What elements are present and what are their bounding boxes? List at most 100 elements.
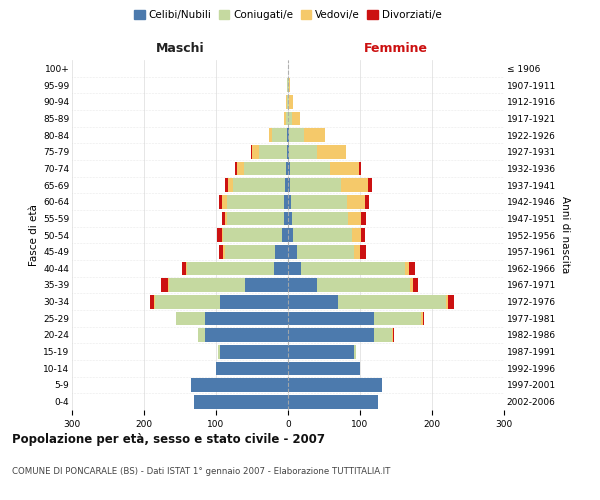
Bar — [272, 128, 287, 142]
Y-axis label: Anni di nascita: Anni di nascita — [560, 196, 570, 274]
Bar — [361, 212, 367, 225]
Bar — [288, 378, 382, 392]
Bar — [365, 195, 370, 208]
Bar — [374, 328, 392, 342]
Bar — [168, 278, 169, 292]
Bar — [410, 278, 413, 292]
Bar — [317, 145, 346, 158]
Bar — [406, 262, 409, 275]
Bar — [282, 228, 288, 242]
Bar — [288, 278, 317, 292]
Bar — [330, 162, 359, 175]
Bar — [288, 128, 289, 142]
Bar — [354, 245, 360, 258]
Legend: Celibi/Nubili, Coniugati/e, Vedovi/e, Divorziati/e: Celibi/Nubili, Coniugati/e, Vedovi/e, Di… — [132, 8, 444, 22]
Bar — [413, 278, 418, 292]
Bar — [244, 162, 286, 175]
Text: Popolazione per età, sesso e stato civile - 2007: Popolazione per età, sesso e stato civil… — [12, 432, 325, 446]
Bar — [288, 312, 374, 325]
Bar — [284, 112, 286, 125]
Bar — [348, 212, 361, 225]
Bar — [274, 262, 288, 275]
Bar — [187, 262, 274, 275]
Bar — [289, 145, 317, 158]
Bar — [288, 362, 360, 375]
Bar — [285, 178, 288, 192]
Bar — [291, 195, 347, 208]
Bar — [275, 245, 288, 258]
Text: Femmine: Femmine — [364, 42, 428, 55]
Bar — [237, 162, 244, 175]
Bar — [286, 162, 288, 175]
Bar — [151, 295, 154, 308]
Bar — [269, 128, 272, 142]
Bar — [223, 228, 282, 242]
Bar — [296, 245, 354, 258]
Bar — [317, 278, 410, 292]
Bar — [217, 228, 222, 242]
Bar — [338, 295, 446, 308]
Bar — [191, 378, 288, 392]
Bar — [227, 195, 284, 208]
Bar — [293, 228, 352, 242]
Bar — [289, 78, 290, 92]
Bar — [289, 95, 293, 108]
Bar — [288, 212, 292, 225]
Bar — [361, 228, 365, 242]
Bar — [194, 395, 288, 408]
Text: Maschi: Maschi — [155, 42, 205, 55]
Bar — [393, 328, 394, 342]
Bar — [222, 212, 226, 225]
Bar — [288, 345, 354, 358]
Bar — [155, 295, 220, 308]
Bar — [288, 262, 301, 275]
Bar — [422, 312, 424, 325]
Bar — [409, 262, 415, 275]
Y-axis label: Fasce di età: Fasce di età — [29, 204, 39, 266]
Bar — [288, 195, 291, 208]
Bar — [251, 145, 252, 158]
Bar — [222, 228, 223, 242]
Bar — [288, 295, 338, 308]
Bar — [287, 95, 288, 108]
Bar — [284, 212, 288, 225]
Bar — [198, 328, 205, 342]
Bar — [368, 178, 371, 192]
Bar — [220, 295, 288, 308]
Bar — [227, 212, 284, 225]
Bar — [205, 328, 288, 342]
Bar — [186, 262, 187, 275]
Bar — [182, 262, 186, 275]
Bar — [288, 245, 296, 258]
Bar — [220, 345, 288, 358]
Bar — [286, 95, 287, 108]
Bar — [235, 162, 237, 175]
Bar — [448, 295, 454, 308]
Bar — [304, 128, 325, 142]
Bar — [219, 245, 223, 258]
Bar — [205, 312, 288, 325]
Bar — [347, 195, 365, 208]
Bar — [218, 345, 220, 358]
Bar — [219, 195, 223, 208]
Bar — [446, 295, 448, 308]
Bar — [216, 362, 288, 375]
Bar — [288, 78, 289, 92]
Bar — [289, 128, 304, 142]
Bar — [288, 95, 289, 108]
Bar — [154, 295, 155, 308]
Bar — [245, 278, 288, 292]
Bar — [233, 178, 285, 192]
Bar — [354, 345, 356, 358]
Bar — [287, 128, 288, 142]
Bar — [252, 145, 259, 158]
Bar — [292, 112, 300, 125]
Bar — [288, 178, 290, 192]
Bar — [226, 212, 227, 225]
Bar — [259, 145, 287, 158]
Bar — [352, 228, 361, 242]
Bar — [288, 228, 293, 242]
Bar — [288, 145, 289, 158]
Bar — [223, 245, 224, 258]
Bar — [161, 278, 168, 292]
